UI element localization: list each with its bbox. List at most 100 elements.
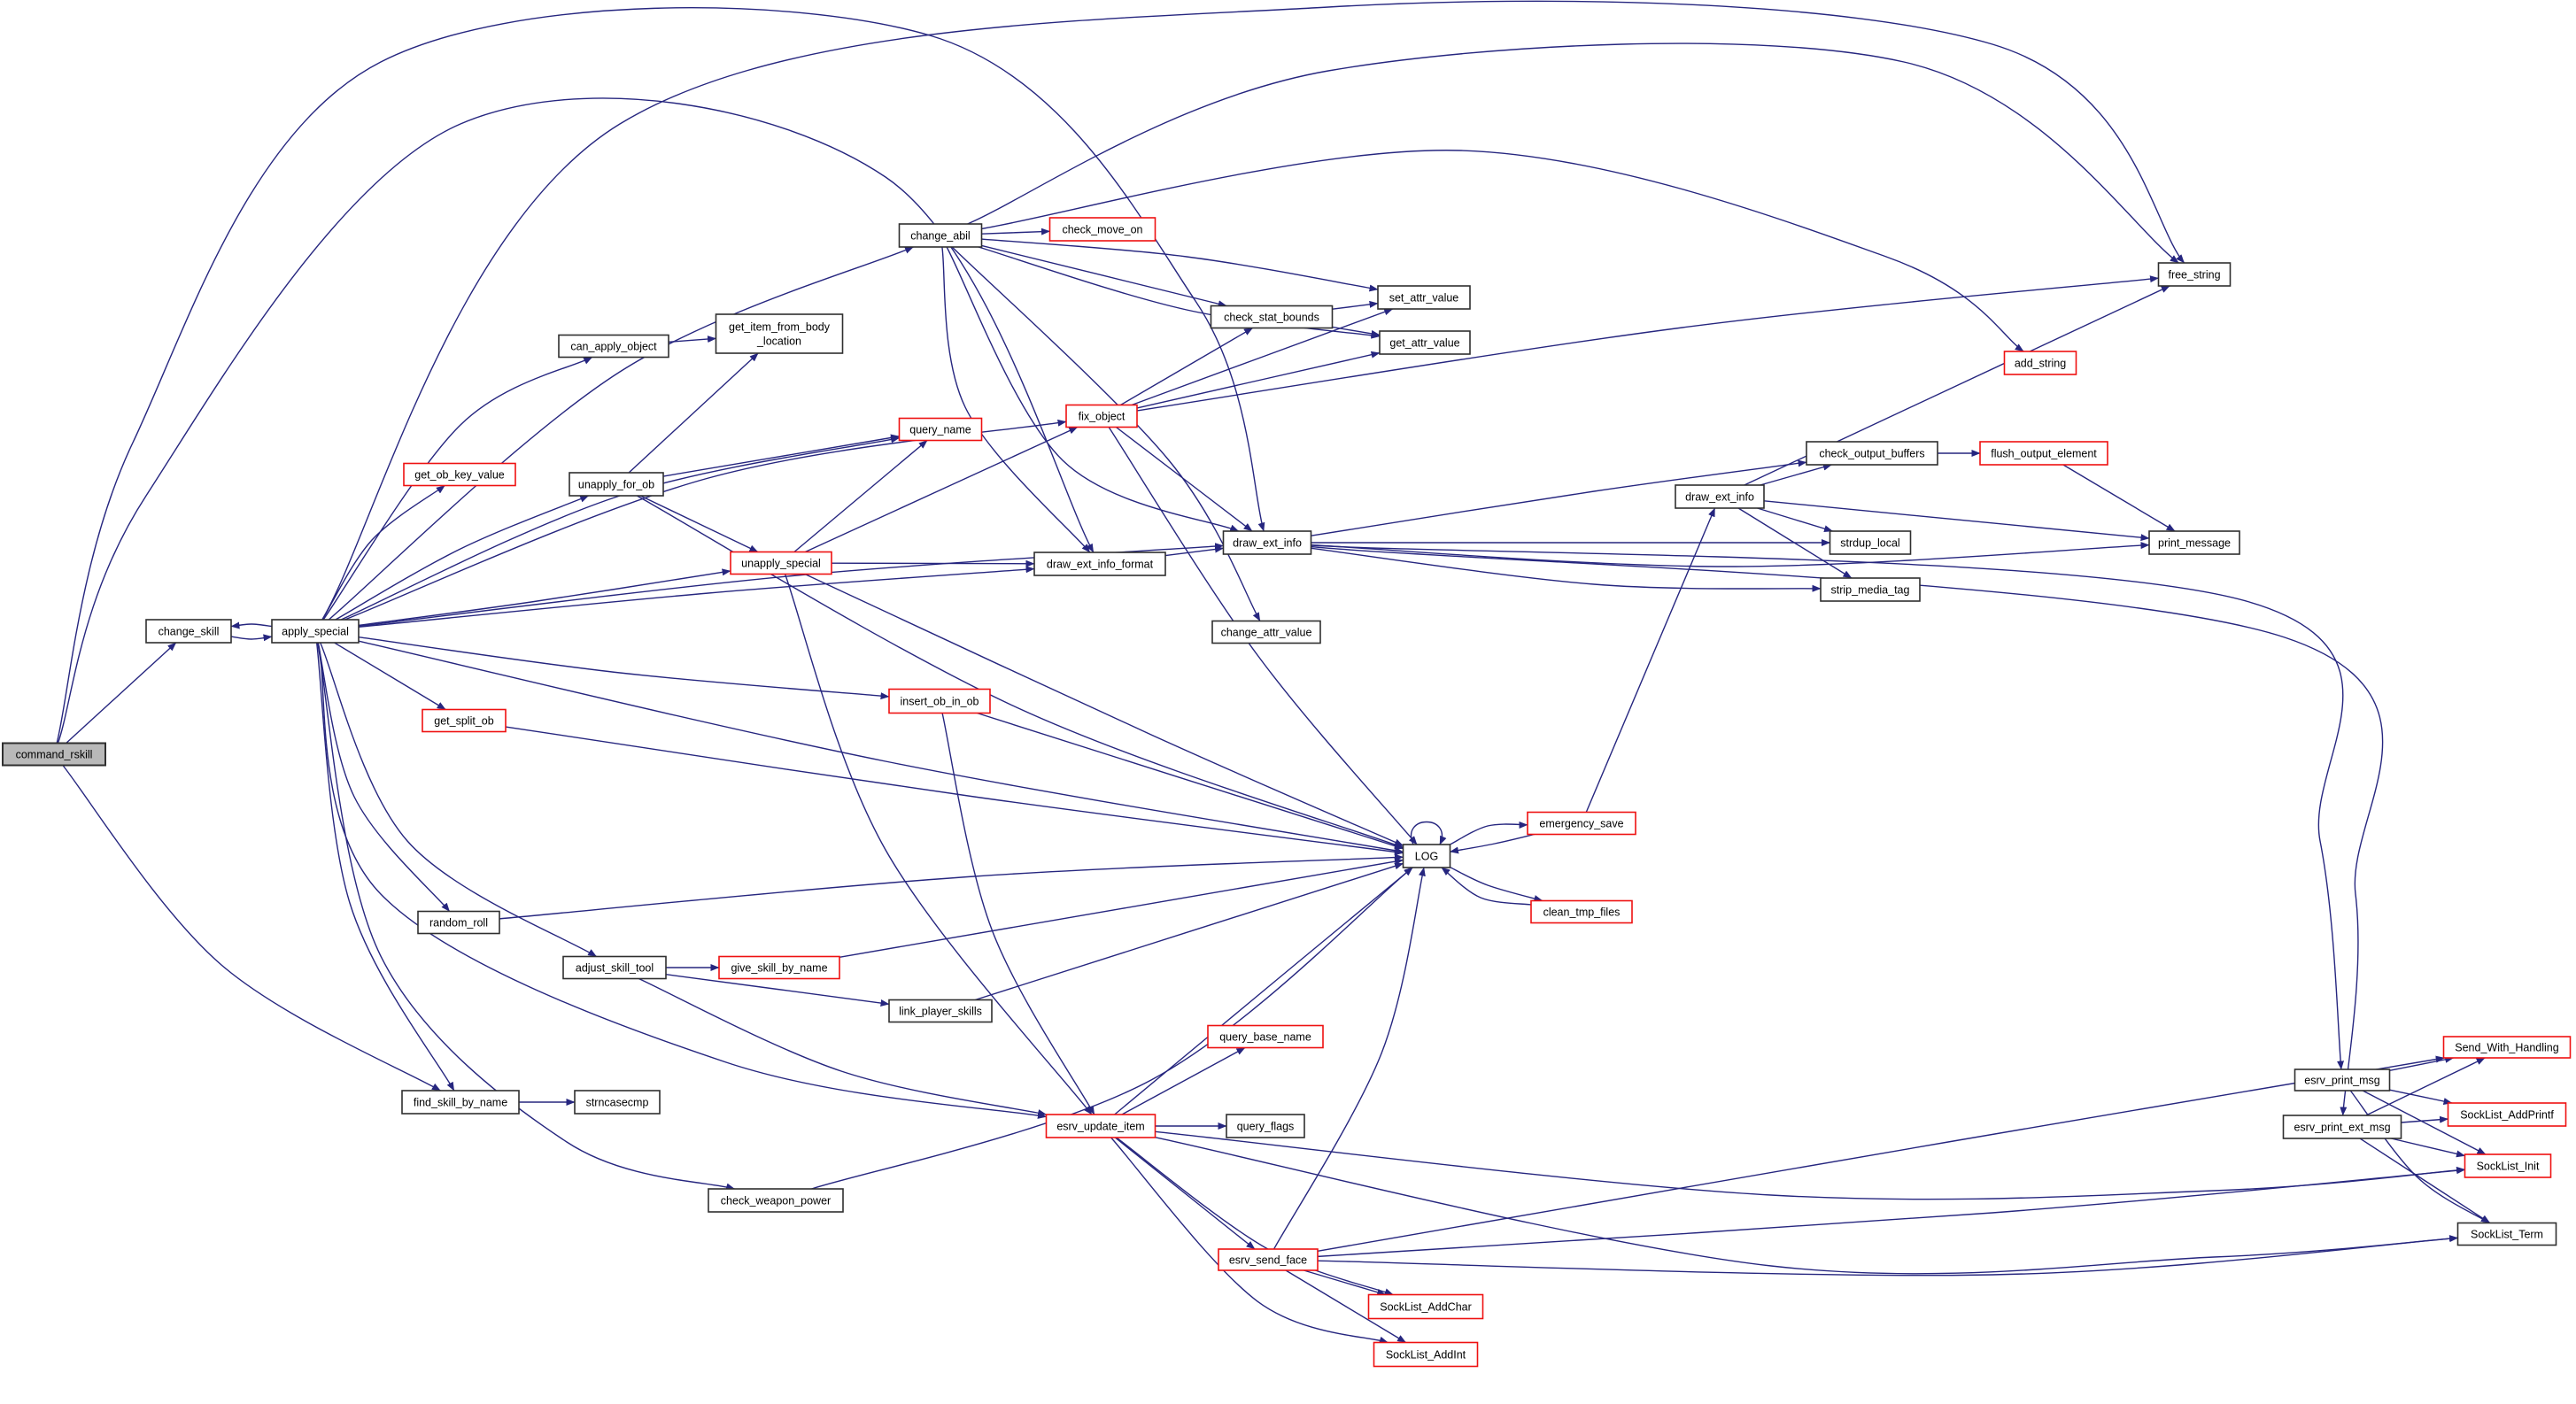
edge-check_stat_bounds--set_attr_value — [1332, 300, 1379, 310]
node-strdup_local[interactable]: strdup_local — [1829, 530, 1912, 555]
edge-apply_special--can_apply_object — [322, 356, 593, 621]
node-SockList_AddPrintf[interactable]: SockList_AddPrintf — [2447, 1102, 2567, 1127]
node-change_abil[interactable]: change_abil — [898, 223, 983, 248]
node-esrv_print_msg[interactable]: esrv_print_msg — [2294, 1068, 2391, 1092]
edge-change_abil--check_stat_bounds — [981, 244, 1227, 308]
edge-fix_object--draw_ext_info1 — [1115, 426, 1253, 532]
node-random_roll[interactable]: random_roll — [417, 910, 500, 935]
edge-esrv_print_ext_msg--SockList_Term — [2359, 1138, 2491, 1224]
node-label: command_rskill — [16, 749, 93, 761]
node-flush_output_element[interactable]: flush_output_element — [1979, 441, 2108, 466]
node-label: esrv_print_msg — [2304, 1075, 2379, 1087]
node-label: query_flags — [1237, 1121, 1295, 1133]
edge-clean_tmp_files--LOG — [1441, 867, 1532, 906]
node-label: insert_ob_in_ob — [901, 696, 979, 708]
node-SockList_AddChar[interactable]: SockList_AddChar — [1367, 1293, 1484, 1320]
node-set_attr_value[interactable]: set_attr_value — [1377, 285, 1471, 310]
edge-random_roll--LOG — [499, 853, 1404, 920]
node-give_skill_by_name[interactable]: give_skill_by_name — [718, 955, 840, 980]
edge-command_rskill--draw_ext_info1 — [56, 7, 1265, 744]
node-get_attr_value[interactable]: get_attr_value — [1379, 330, 1471, 355]
edge-esrv_update_item--LOG — [1114, 867, 1413, 1115]
node-draw_ext_info1[interactable]: draw_ext_info — [1222, 530, 1312, 555]
node-add_string[interactable]: add_string — [2003, 351, 2077, 375]
node-SockList_Init[interactable]: SockList_Init — [2464, 1153, 2552, 1178]
node-get_split_ob[interactable]: get_split_ob — [422, 708, 507, 733]
edge-fix_object--get_attr_value — [1136, 351, 1381, 409]
edge-draw_ext_info1--strip_media_tag — [1311, 547, 1822, 592]
node-adjust_skill_tool[interactable]: adjust_skill_tool — [562, 955, 667, 980]
node-change_attr_value[interactable]: change_attr_value — [1211, 620, 1321, 644]
edge-fix_object--set_attr_value — [1131, 308, 1394, 406]
edge-draw_ext_info1--esrv_print_ext_msg — [1311, 545, 2384, 1116]
node-SockList_Term[interactable]: SockList_Term — [2456, 1222, 2557, 1246]
edge-apply_special--unapply_for_ob — [335, 495, 590, 621]
node-strncasecmp[interactable]: strncasecmp — [574, 1090, 661, 1115]
node-esrv_print_ext_msg[interactable]: esrv_print_ext_msg — [2282, 1115, 2402, 1139]
edge-insert_ob_in_ob--esrv_update_item — [941, 713, 1095, 1115]
edge-adjust_skill_tool--link_player_skills — [665, 974, 890, 1007]
node-SockList_AddInt[interactable]: SockList_AddInt — [1373, 1341, 1479, 1368]
edge-draw_ext_info2--print_message — [1763, 500, 2150, 542]
edge-apply_special--fix_object — [344, 419, 1067, 621]
node-Send_With_Handling[interactable]: Send_With_Handling — [2442, 1036, 2572, 1059]
node-print_message[interactable]: print_message — [2148, 530, 2240, 555]
edge-esrv_update_item--SockList_AddInt — [1110, 1137, 1389, 1344]
edge-unapply_for_ob--get_item_from_body_location — [628, 352, 759, 474]
edge-emergency_save--LOG — [1450, 833, 1535, 854]
node-unapply_special[interactable]: unapply_special — [730, 551, 832, 575]
node-apply_special[interactable]: apply_special — [271, 619, 360, 644]
edge-change_abil--check_move_on — [981, 228, 1050, 235]
edge-apply_special--check_weapon_power — [316, 642, 735, 1191]
node-clean_tmp_files[interactable]: clean_tmp_files — [1530, 899, 1633, 924]
edge-esrv_send_face--SockList_AddInt — [1285, 1269, 1406, 1344]
node-strip_media_tag[interactable]: strip_media_tag — [1820, 577, 1921, 602]
edge-apply_special--unapply_special — [358, 568, 731, 627]
node-query_base_name[interactable]: query_base_name — [1207, 1024, 1324, 1049]
node-label: strdup_local — [1840, 537, 1899, 550]
edge-draw_ext_info1--print_message — [1311, 542, 2150, 567]
node-command_rskill[interactable]: command_rskill — [2, 742, 106, 767]
edge-get_split_ob--LOG — [505, 726, 1404, 856]
node-label: fix_object — [1079, 411, 1126, 423]
node-label: strip_media_tag — [1831, 584, 1910, 597]
edge-esrv_update_item--esrv_send_face — [1114, 1137, 1256, 1250]
edge-change_abil--draw_ext_info1 — [946, 246, 1240, 532]
edge-unapply_special--query_name — [793, 439, 928, 553]
node-get_item_from_body_location[interactable]: get_item_from_body _location — [715, 313, 844, 354]
node-change_skill[interactable]: change_skill — [145, 619, 232, 644]
node-find_skill_by_name[interactable]: find_skill_by_name — [401, 1090, 520, 1115]
node-check_weapon_power[interactable]: check_weapon_power — [708, 1188, 844, 1213]
edge-esrv_send_face--LOG — [1273, 867, 1426, 1250]
edge-unapply_for_ob--LOG — [636, 495, 1404, 849]
node-can_apply_object[interactable]: can_apply_object — [558, 334, 669, 359]
node-check_output_buffers[interactable]: check_output_buffers — [1806, 441, 1938, 466]
node-get_ob_key_value[interactable]: get_ob_key_value — [403, 462, 516, 487]
node-label: esrv_send_face — [1229, 1254, 1307, 1267]
edge-esrv_update_item--SockList_AddChar — [1116, 1137, 1394, 1296]
node-unapply_for_ob[interactable]: unapply_for_ob — [569, 472, 664, 497]
node-label: apply_special — [282, 626, 349, 638]
node-check_stat_bounds[interactable]: check_stat_bounds — [1210, 305, 1334, 329]
node-esrv_send_face[interactable]: esrv_send_face — [1218, 1248, 1319, 1271]
node-label: flush_output_element — [1991, 448, 2097, 460]
node-draw_ext_info2[interactable]: draw_ext_info — [1675, 484, 1765, 509]
node-esrv_update_item[interactable]: esrv_update_item — [1045, 1114, 1156, 1138]
node-LOG[interactable]: LOG — [1402, 844, 1451, 868]
node-label: change_attr_value — [1221, 627, 1312, 639]
node-label: print_message — [2158, 537, 2231, 550]
node-check_move_on[interactable]: check_move_on — [1048, 217, 1156, 242]
node-label: SockList_AddInt — [1386, 1349, 1466, 1362]
node-draw_ext_info_format[interactable]: draw_ext_info_format — [1033, 552, 1166, 576]
node-emergency_save[interactable]: emergency_save — [1527, 811, 1636, 836]
node-free_string[interactable]: free_string — [2157, 262, 2232, 287]
node-query_name[interactable]: query_name — [898, 417, 983, 442]
node-label: check_weapon_power — [721, 1195, 831, 1207]
edge-check_weapon_power--LOG — [811, 867, 1413, 1190]
node-query_flags[interactable]: query_flags — [1226, 1114, 1305, 1138]
node-label: set_attr_value — [1389, 292, 1459, 305]
node-link_player_skills[interactable]: link_player_skills — [888, 999, 993, 1023]
node-insert_ob_in_ob[interactable]: insert_ob_in_ob — [888, 688, 991, 714]
node-fix_object[interactable]: fix_object — [1065, 404, 1138, 428]
